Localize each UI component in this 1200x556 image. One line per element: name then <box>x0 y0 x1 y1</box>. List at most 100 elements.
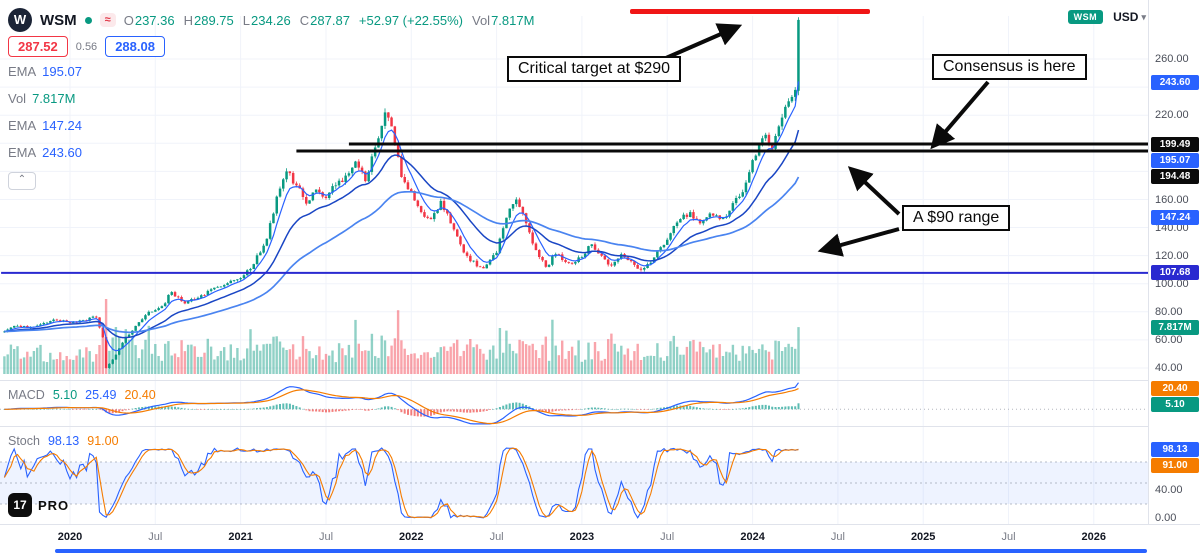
volume-label: Vol <box>472 12 491 28</box>
price-tick: 120.00 <box>1155 249 1189 262</box>
scrollbar-track <box>0 549 1200 554</box>
chevron-down-icon: ▾ <box>1141 11 1146 22</box>
open-label: O <box>123 12 134 28</box>
time-tick-2026: 2026 <box>1081 531 1107 543</box>
grid-lines <box>0 16 1148 524</box>
ema-lines <box>4 81 800 352</box>
macd-label: MACD <box>8 388 45 402</box>
low-label: L <box>242 12 250 28</box>
market-status-dot <box>84 16 92 24</box>
company-logo: W <box>8 8 32 32</box>
legend-label: EMA <box>8 118 37 133</box>
symbol-name[interactable]: WSM <box>40 11 77 29</box>
pane-separators <box>0 380 1200 427</box>
legend-value: 7.817M <box>32 91 76 106</box>
price-tick: 100.00 <box>1155 277 1189 290</box>
close-value: 287.87 <box>310 12 350 28</box>
ohlc-readout: O 237.36 H 289.75 L 234.26 C 287.87 +52.97 (… <box>124 13 535 28</box>
axis-badge-20.40: 20.40 <box>1151 381 1199 396</box>
stoch-label: Stoch <box>8 434 40 448</box>
time-tick-Jul: Jul <box>489 531 504 543</box>
pro-label: PRO <box>38 497 70 513</box>
time-tick-Jul: Jul <box>830 531 845 543</box>
legend-row-ema3: EMA 243.60 <box>8 145 82 172</box>
annotation-range[interactable]: A $90 range <box>902 205 1011 231</box>
legend-value: 243.60 <box>42 145 82 160</box>
low-value: 234.26 <box>251 12 291 28</box>
tradingview-watermark: 17 PRO <box>8 493 69 517</box>
time-axis[interactable]: 2020 Jul 2021 Jul 2022 Jul 2023 Jul 2024 Jul 2025 J… <box>0 524 1200 549</box>
axis-badge-107.68: 107.68 <box>1151 265 1199 281</box>
chevron-up-icon: ⌃ <box>17 174 27 185</box>
stoch-d-value: 91.00 <box>87 434 119 448</box>
legend-label: Vol <box>8 91 27 106</box>
annotation-consensus[interactable]: Consensus is here <box>932 54 1087 80</box>
stoch-k-value: 98.13 <box>47 434 80 448</box>
time-tick-2021: 2021 <box>228 531 253 543</box>
time-tick-Jul: Jul <box>318 531 334 543</box>
open-value: 237.36 <box>134 12 175 28</box>
annotation-arrows <box>665 23 990 257</box>
axis-badge-5.10: 5.10 <box>1151 397 1199 412</box>
volume-value: 7.817M <box>491 12 535 28</box>
indicator-legend: EMA 195.07 Vol 7.817M EMA 147.24 EMA 243… <box>8 64 82 172</box>
currency-label: USD <box>1113 10 1139 24</box>
price-tick: 80.00 <box>1155 305 1183 318</box>
high-label: H <box>183 12 193 28</box>
time-tick-Jul: Jul <box>1001 531 1016 543</box>
axis-badge-98.13: 98.13 <box>1151 441 1199 457</box>
tradingview-logo-icon[interactable]: 17 <box>8 493 32 517</box>
price-axis[interactable]: 260.00 220.00 160.00 140.00 120.00 100.00 80.0… <box>1148 0 1200 524</box>
macd-signal-value: 20.40 <box>124 388 156 402</box>
time-tick-Jul: Jul <box>148 531 163 543</box>
currency-selector[interactable]: USD ▾ <box>1113 10 1146 24</box>
stoch-legend: Stoch 98.13 91.00 <box>8 434 119 448</box>
legend-row-volume: Vol 7.817M <box>8 91 82 118</box>
high-value: 289.75 <box>194 12 234 28</box>
symbol-badge: WSM <box>1067 10 1104 24</box>
price-tick: 220.00 <box>1155 109 1189 122</box>
price-tick: 40.00 <box>1155 362 1183 374</box>
legend-value: 147.24 <box>42 118 82 133</box>
macd-line-value: 25.49 <box>85 388 117 402</box>
collapse-legend-button[interactable]: ⌃ <box>8 172 36 190</box>
time-tick-2023: 2023 <box>569 531 595 543</box>
stoch-pane <box>0 447 1148 519</box>
legend-label: EMA <box>8 64 37 79</box>
axis-badge-194.48: 194.48 <box>1151 168 1199 184</box>
legend-row-ema2: EMA 147.24 <box>8 118 82 145</box>
macd-hist-value: 5.10 <box>52 388 78 402</box>
delayed-data-icon: ≈ <box>99 13 116 27</box>
price-tick: 260.00 <box>1155 53 1189 65</box>
change-value: +52.97 (+22.55%) <box>358 12 463 28</box>
sell-button[interactable]: 287.52 <box>8 36 68 57</box>
legend-row-ema1: EMA 195.07 <box>8 64 82 91</box>
time-tick-2024: 2024 <box>740 531 765 543</box>
price-tick: 160.00 <box>1155 193 1189 206</box>
time-tick-2025: 2025 <box>910 531 936 543</box>
annotation-red-line[interactable] <box>630 9 870 14</box>
buy-button[interactable]: 288.08 <box>105 36 165 57</box>
axis-badge-147.24: 147.24 <box>1151 209 1199 225</box>
horizontal-scrollbar[interactable] <box>55 549 1147 553</box>
spread-value: 0.56 <box>75 40 98 53</box>
axis-badge-199.49: 199.49 <box>1151 136 1199 152</box>
axis-badge-243.60: 243.60 <box>1151 74 1199 90</box>
time-tick-2020: 2020 <box>57 531 83 543</box>
macd-pane <box>0 382 1148 425</box>
horizontal-level-lines <box>1 142 1148 274</box>
axis-badge-195.07: 195.07 <box>1151 152 1199 168</box>
annotation-critical-target[interactable]: Critical target at $290 <box>507 56 682 82</box>
bid-ask-row: 287.52 0.56 288.08 <box>8 36 165 57</box>
volume-series <box>3 299 800 374</box>
legend-value: 195.07 <box>42 64 82 79</box>
close-label: C <box>299 12 310 28</box>
stoch-tick: 40.00 <box>1155 484 1183 496</box>
legend-label: EMA <box>8 145 37 160</box>
time-tick-Jul: Jul <box>660 531 675 543</box>
symbol-header: W WSM ≈ O 237.36 H 289.75 L 234.26 C 287.87 … <box>8 7 534 33</box>
axis-badge-91.00: 91.00 <box>1151 457 1199 473</box>
axis-header: WSM USD ▾ <box>1067 10 1146 24</box>
